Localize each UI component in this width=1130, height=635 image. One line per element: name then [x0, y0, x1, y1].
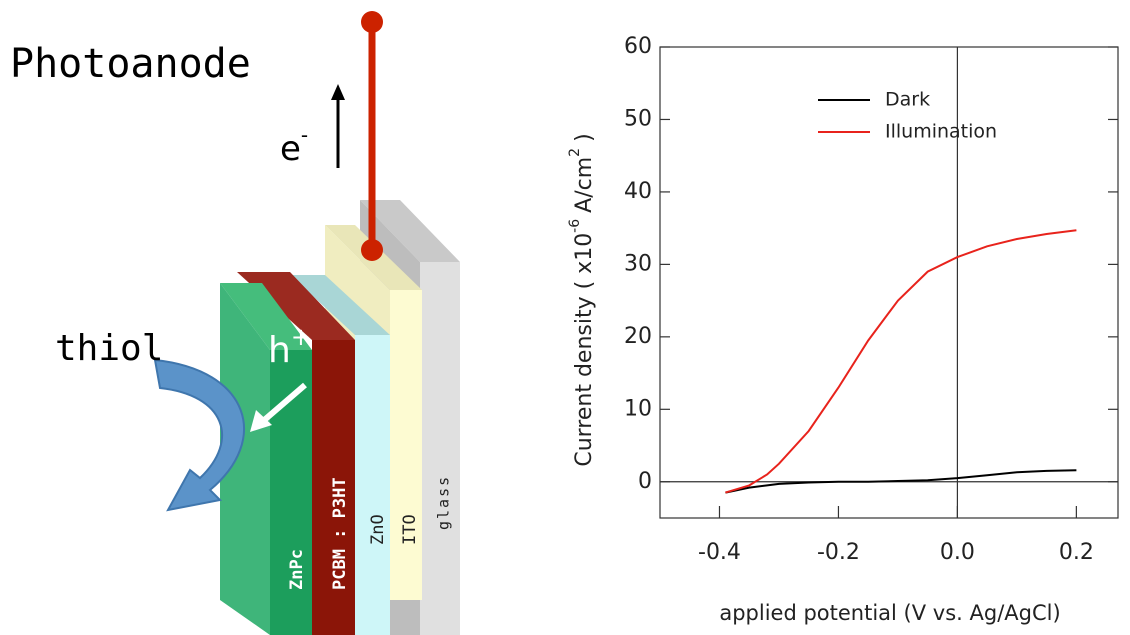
y-tick-label: 0 [638, 469, 652, 494]
glass-front [420, 262, 460, 635]
y-label-exponent: -6 [567, 219, 583, 233]
figure: Photoanode thiol e- h+ ZnPc PCBM : P3HT … [0, 0, 1130, 635]
x-axis-label: applied potential (V vs. Ag/AgCl) [719, 601, 1060, 625]
device-diagram: Photoanode thiol e- h+ ZnPc PCBM : P3HT … [10, 11, 460, 635]
y-label-close: ) [572, 133, 597, 142]
y-label-unit: A/cm [572, 157, 597, 213]
x-tick-label: 0.0 [940, 540, 975, 565]
plot-frame [660, 47, 1118, 518]
chart: Current density ( x10-6 A/cm2) applied po… [567, 34, 1118, 625]
electrode-contact [361, 239, 383, 261]
legend-label: Illumination [885, 121, 997, 143]
hole-charge: + [291, 323, 311, 351]
y-tick-label: 40 [624, 179, 652, 204]
znpc-front [270, 350, 312, 635]
electron-arrowhead [331, 84, 345, 100]
layer-label: PCBM : P3HT [330, 477, 350, 590]
y-tick-label: 60 [624, 34, 652, 59]
page: Photoanode thiol e- h+ ZnPc PCBM : P3HT … [0, 0, 1130, 635]
x-tick-label: -0.2 [817, 540, 860, 565]
zno-front [355, 335, 390, 635]
layer-label: ITO [400, 514, 420, 545]
electron-label: e- [280, 123, 308, 169]
y-label-text: Current density ( x10 [572, 233, 597, 467]
y-tick-label: 50 [624, 106, 652, 131]
ito-front [390, 290, 422, 600]
layer-label: ZnO [368, 514, 388, 545]
molecule-label: thiol [55, 328, 163, 369]
x-tick-label: 0.2 [1059, 540, 1094, 565]
y-label-unit-exponent: 2 [567, 148, 583, 157]
hole-symbol: h [268, 330, 291, 371]
legend-label: Dark [885, 89, 930, 111]
layer-label: glass [435, 475, 453, 530]
x-tick-label: -0.4 [698, 540, 741, 565]
data-line [725, 230, 1076, 492]
y-tick-label: 10 [624, 396, 652, 421]
electron-charge: - [301, 123, 308, 147]
y-axis-label: Current density ( x10-6 A/cm2) [567, 133, 597, 466]
y-tick-label: 20 [624, 324, 652, 349]
diagram-title: Photoanode [10, 41, 251, 87]
y-tick-label: 30 [624, 251, 652, 276]
electrode-terminal [361, 11, 383, 33]
layer-label: ZnPc [287, 549, 307, 590]
electron-symbol: e [280, 129, 301, 169]
